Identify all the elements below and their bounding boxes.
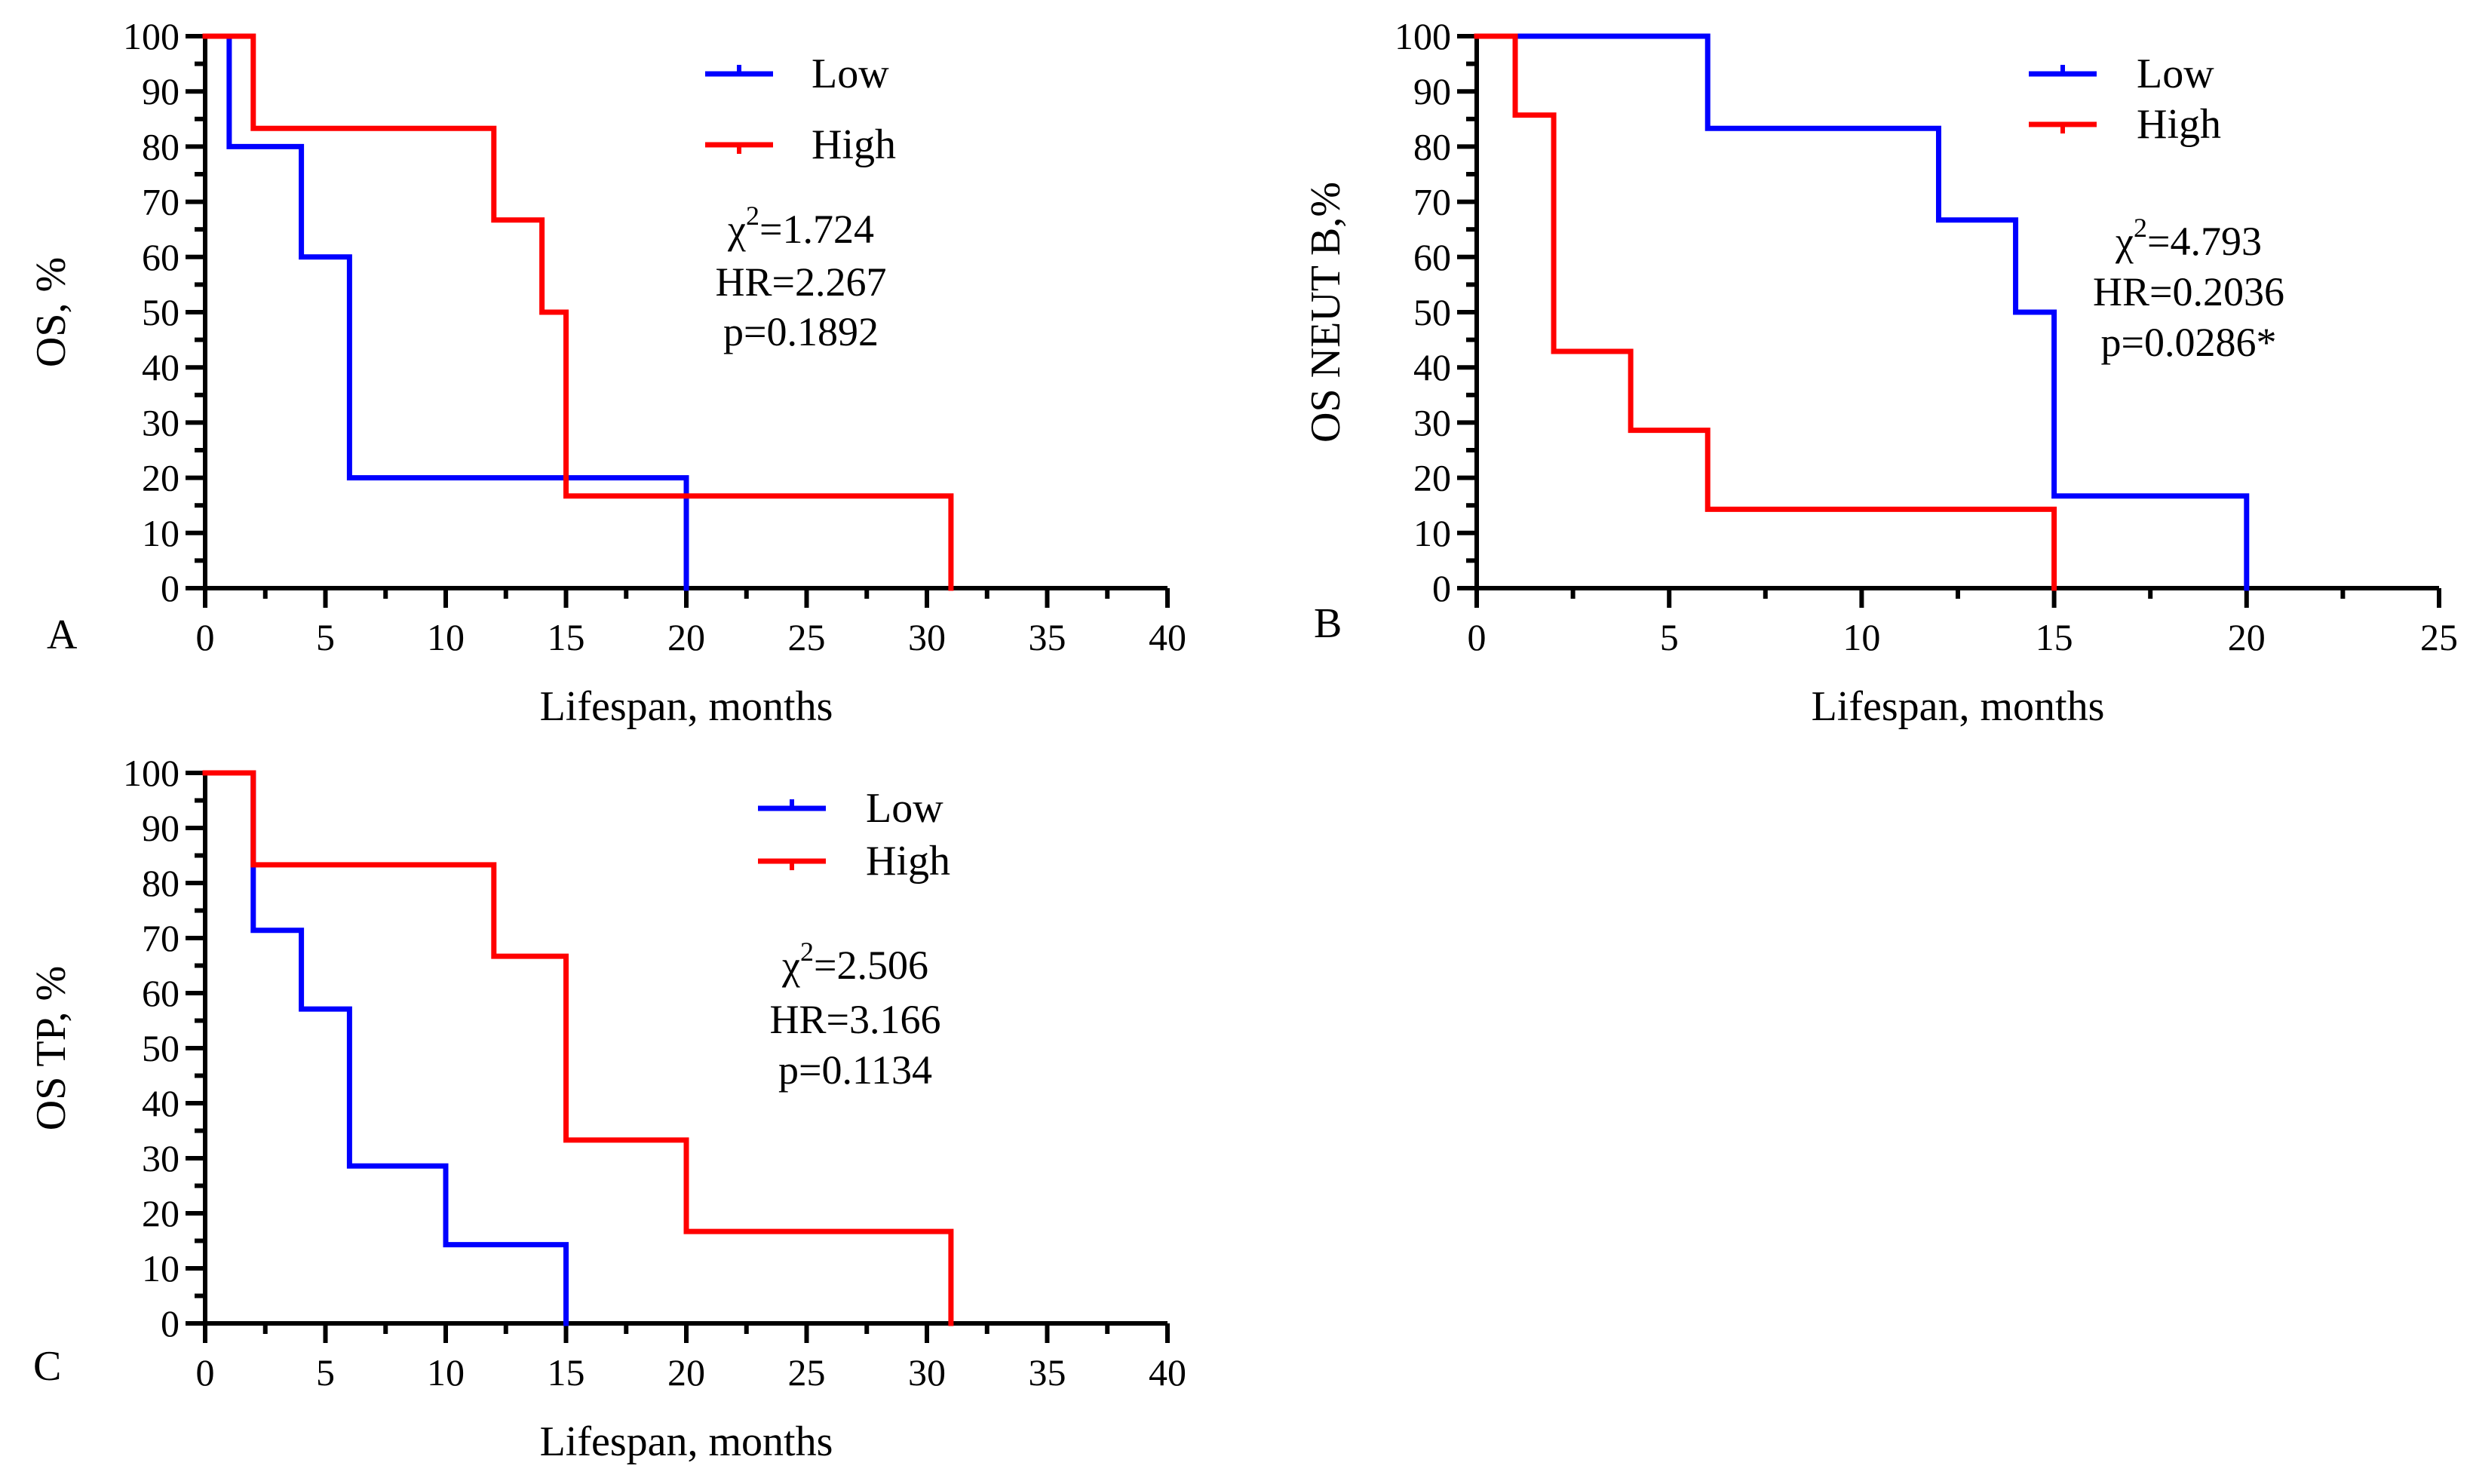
- panel-b-y-tick-label: 0: [1432, 567, 1451, 609]
- panel-c-y-tick-label: 10: [142, 1247, 179, 1289]
- panel-a-y-tick-label: 10: [142, 512, 179, 554]
- panel-a-y-tick-label: 100: [123, 15, 179, 57]
- panel-a-x-axis-title: Lifespan, months: [540, 683, 833, 730]
- panel-b-y-tick-label: 30: [1413, 401, 1451, 443]
- panel-b-y-tick-label: 40: [1413, 346, 1451, 388]
- panel-b-y-axis-title: OS NEUT B,%: [1302, 182, 1349, 443]
- panel-c-y-tick-label: 80: [142, 862, 179, 904]
- panel-c-x-tick-label: 15: [548, 1351, 585, 1394]
- panel-a-x-tick-label: 5: [316, 616, 335, 658]
- panel-b-y-tick-label: 10: [1413, 512, 1451, 554]
- panel-b-y-tick-label: 90: [1413, 70, 1451, 112]
- panel-a-y-tick-label: 40: [142, 346, 179, 388]
- panel-a-y-tick-label: 50: [142, 291, 179, 333]
- panel-c-stat-chi-square: χ2=2.506: [781, 937, 928, 988]
- panel-a-x-tick-label: 35: [1029, 616, 1066, 658]
- panel-b-x-axis-title: Lifespan, months: [1812, 683, 2105, 730]
- panel-b: 0 10 20 30 40 50 60 70 80 90 100 0 5 10 15 20 25 Lifespan…: [1302, 15, 2458, 730]
- panel-b-x-tick-label: 5: [1660, 616, 1679, 658]
- panel-c-legend-high: High: [758, 838, 950, 885]
- panel-a-x-tick-label: 20: [667, 616, 705, 658]
- panel-a-x-tick-label: 40: [1149, 616, 1186, 658]
- panel-c-y-axis-title: OS TP, %: [28, 966, 75, 1130]
- panel-b-stat-p-value: p=0.0286*: [2101, 320, 2277, 365]
- panel-a: 0 10 20 30 40 50 60 70 80 90 100 0 5 10 15 20 25 30 35 40 Li…: [28, 15, 1186, 730]
- panel-a-y-tick-label: 90: [142, 70, 179, 112]
- panel-c-x-tick-label: 35: [1029, 1351, 1066, 1394]
- legend-label: Low: [866, 785, 943, 832]
- panel-b-y-tick-label: 50: [1413, 291, 1451, 333]
- panel-c-x-tick-label: 20: [667, 1351, 705, 1394]
- panel-b-stat-hr: HR=0.2036: [2093, 269, 2284, 314]
- panel-a-y-tick-label: 60: [142, 236, 179, 278]
- panel-a-y-tick-label: 80: [142, 125, 179, 167]
- panel-a-series-low: [202, 33, 689, 591]
- legend-label: High: [2137, 101, 2221, 148]
- panel-b-x-tick-label: 15: [2036, 616, 2073, 658]
- panel-a-x-tick-label: 15: [548, 616, 585, 658]
- panel-a-x-tick-label: 30: [908, 616, 946, 658]
- panel-b-letter: B: [1314, 600, 1342, 647]
- panel-c-y-tick-label: 0: [161, 1302, 179, 1344]
- panel-c-x-tick-label: 0: [196, 1351, 215, 1394]
- panel-a-y-tick-label: 0: [161, 567, 179, 609]
- panel-c-x-tick-label: 30: [908, 1351, 946, 1394]
- panel-c-x-tick-label: 25: [788, 1351, 826, 1394]
- panel-a-y-axis-title: OS, %: [28, 257, 75, 367]
- panel-c-series-high: [202, 770, 954, 1326]
- panel-b-x-tick-label: 25: [2420, 616, 2458, 658]
- panel-c-y-tick-label: 90: [142, 807, 179, 849]
- panel-b-series-high: [1474, 33, 2057, 591]
- panel-a-legend-low: Low: [705, 51, 889, 97]
- panel-b-x-tick-label: 20: [2228, 616, 2266, 658]
- panel-b-y-tick-label: 100: [1395, 15, 1451, 57]
- panel-c-x-tick-label: 5: [316, 1351, 335, 1394]
- panel-b-y-tick-label: 20: [1413, 457, 1451, 499]
- panel-b-series-low: [1474, 33, 2250, 591]
- panel-a-y-tick-label: 30: [142, 401, 179, 443]
- panel-a-series-high: [202, 33, 954, 591]
- panel-a-y-tick-label: 20: [142, 457, 179, 499]
- panel-c-y-tick-label: 70: [142, 917, 179, 959]
- panel-c-y-tick-label: 30: [142, 1137, 179, 1179]
- panel-c-y-tick-label: 40: [142, 1082, 179, 1124]
- panel-b-x-tick-label: 10: [1842, 616, 1880, 658]
- panel-a-x-tick-label: 10: [427, 616, 465, 658]
- panel-b-x-tick-label: 0: [1468, 616, 1487, 658]
- legend-label: High: [812, 121, 896, 168]
- panel-a-legend-high: High: [705, 121, 896, 168]
- panel-c-stat-hr: HR=3.166: [770, 997, 941, 1042]
- panel-c-y-tick-label: 50: [142, 1027, 179, 1069]
- panel-a-y-tick-label: 70: [142, 181, 179, 223]
- panel-c-y-tick-label: 20: [142, 1192, 179, 1234]
- panel-c-series-low: [202, 770, 569, 1326]
- legend-label: Low: [812, 51, 889, 97]
- panel-b-stat-chi-square: χ2=4.793: [2115, 213, 2262, 264]
- panel-c-x-tick-label: 10: [427, 1351, 465, 1394]
- panel-b-y-tick-label: 60: [1413, 236, 1451, 278]
- panel-c-y-tick-label: 100: [123, 752, 179, 794]
- panel-c-x-axis-title: Lifespan, months: [540, 1418, 833, 1465]
- panel-b-y-tick-label: 80: [1413, 125, 1451, 167]
- panel-c-x-tick-label: 40: [1149, 1351, 1186, 1394]
- panel-c-legend-low: Low: [758, 785, 943, 832]
- panel-a-x-tick-label: 0: [196, 616, 215, 658]
- panel-c-stat-p-value: p=0.1134: [778, 1047, 932, 1093]
- panel-a-stat-hr: HR=2.267: [716, 259, 887, 305]
- panel-c-y-tick-label: 60: [142, 972, 179, 1014]
- panel-c-letter: C: [33, 1343, 61, 1390]
- panel-b-legend-low: Low: [2029, 51, 2214, 97]
- panel-a-stat-p-value: p=0.1892: [723, 309, 879, 354]
- panel-b-y-tick-label: 70: [1413, 181, 1451, 223]
- panel-b-legend-high: High: [2029, 101, 2221, 148]
- legend-label: Low: [2137, 51, 2214, 97]
- panel-a-x-tick-label: 25: [788, 616, 826, 658]
- panel-a-stat-chi-square: χ2=1.724: [727, 201, 874, 252]
- panel-a-letter: A: [47, 612, 78, 658]
- panel-c: 0 10 20 30 40 50 60 70 80 90 100 0 5 10 15 20 25 30 35 40 Li…: [28, 752, 1186, 1465]
- legend-label: High: [866, 838, 950, 885]
